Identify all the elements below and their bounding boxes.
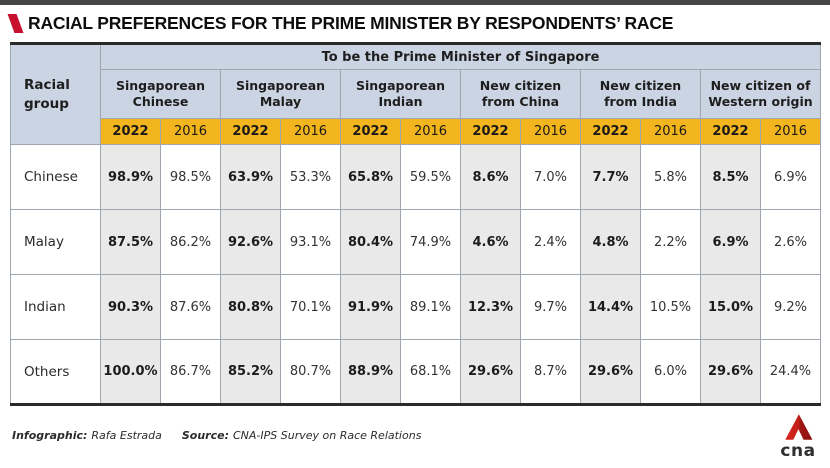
value-cell: 100.0% — [100, 339, 161, 405]
value-cell: 24.4% — [759, 339, 822, 405]
top-bar — [0, 0, 830, 5]
value-cell: 88.9% — [340, 339, 401, 405]
year-header-2022: 2022 — [580, 118, 641, 145]
year-header-2016: 2016 — [640, 118, 701, 145]
table-row: Indian 90.3% 87.6% 80.8% 70.1% 91.9% 89.1% 12.3… — [10, 274, 822, 340]
year-header-2016: 2016 — [160, 118, 221, 145]
value-cell: 59.5% — [400, 144, 461, 210]
value-cell: 80.4% — [340, 209, 401, 275]
value-cell: 68.1% — [400, 339, 461, 405]
value-cell: 90.3% — [100, 274, 161, 340]
year-header-2022: 2022 — [460, 118, 521, 145]
racial-group-label: Others — [10, 339, 101, 405]
column-group-header: Singaporean Indian — [340, 69, 461, 119]
value-cell: 4.6% — [460, 209, 521, 275]
page-title: RACIAL PREFERENCES FOR THE PRIME MINISTE… — [28, 12, 674, 33]
value-cell: 8.6% — [460, 144, 521, 210]
value-cell: 29.6% — [700, 339, 761, 405]
source-credit-value: CNA-IPS Survey on Race Relations — [233, 429, 422, 442]
value-cell: 53.3% — [280, 144, 341, 210]
value-cell: 7.7% — [580, 144, 641, 210]
table-header-row-groups: Singaporean Chinese Singaporean Malay Sing… — [11, 69, 822, 119]
value-cell: 63.9% — [220, 144, 281, 210]
value-cell: 98.9% — [100, 144, 161, 210]
red-slash-accent-icon — [7, 13, 24, 33]
table-row: Others 100.0% 86.7% 85.2% 80.7% 88.9% 68.1% 29.… — [10, 339, 822, 405]
infographic-credit-label: Infographic: — [12, 429, 88, 442]
value-cell: 70.1% — [280, 274, 341, 340]
racial-group-label: Indian — [10, 274, 101, 340]
title-row: RACIAL PREFERENCES FOR THE PRIME MINISTE… — [7, 9, 820, 37]
value-cell: 85.2% — [220, 339, 281, 405]
value-cell: 29.6% — [580, 339, 641, 405]
value-cell: 9.7% — [520, 274, 581, 340]
value-cell: 80.8% — [220, 274, 281, 340]
value-cell: 9.2% — [759, 274, 822, 340]
column-group-header: Singaporean Chinese — [100, 69, 221, 119]
value-cell: 87.6% — [160, 274, 221, 340]
year-header-2016: 2016 — [400, 118, 461, 145]
source-credit-label: Source: — [181, 429, 229, 442]
table-row: Chinese 98.9% 98.5% 63.9% 53.3% 65.8% 59.5% 8.6… — [10, 144, 822, 210]
value-cell: 8.7% — [520, 339, 581, 405]
table-header-row-years: 2022 2016 2022 2016 2022 2016 2022 2016 2022 2016… — [11, 118, 822, 145]
value-cell: 8.5% — [700, 144, 761, 210]
value-cell: 2.4% — [520, 209, 581, 275]
table-container: Racial group To be the Prime Minister of… — [10, 42, 822, 406]
value-cell: 29.6% — [460, 339, 521, 405]
value-cell: 15.0% — [700, 274, 761, 340]
value-cell: 92.6% — [220, 209, 281, 275]
year-header-2022: 2022 — [100, 118, 161, 145]
span-header: To be the Prime Minister of Singapore — [99, 43, 822, 70]
value-cell: 14.4% — [580, 274, 641, 340]
cna-logo-mark-icon — [785, 414, 813, 440]
year-header-2022: 2022 — [220, 118, 281, 145]
value-cell: 10.5% — [640, 274, 701, 340]
value-cell: 2.2% — [640, 209, 701, 275]
value-cell: 80.7% — [280, 339, 341, 405]
value-cell: 7.0% — [520, 144, 581, 210]
infographic-credit: Infographic: Rafa Estrada — [12, 429, 162, 442]
row-header-label: Racial group — [10, 43, 101, 145]
value-cell: 65.8% — [340, 144, 401, 210]
table-header-row-span: Racial group To be the Prime Minister of… — [10, 43, 822, 145]
year-header-2022: 2022 — [700, 118, 761, 145]
value-cell: 5.8% — [640, 144, 701, 210]
value-cell: 6.9% — [700, 209, 761, 275]
value-cell: 86.2% — [160, 209, 221, 275]
value-cell: 12.3% — [460, 274, 521, 340]
value-cell: 93.1% — [280, 209, 341, 275]
value-cell: 6.9% — [759, 144, 822, 210]
year-header-2016: 2016 — [520, 118, 581, 145]
column-group-header: New citizen from India — [580, 69, 701, 119]
value-cell: 86.7% — [160, 339, 221, 405]
column-group-header: New citizen of Western origin — [699, 69, 822, 119]
cna-logo: cna — [774, 412, 822, 462]
value-cell: 87.5% — [100, 209, 161, 275]
column-group-header: Singaporean Malay — [220, 69, 341, 119]
value-cell: 91.9% — [340, 274, 401, 340]
preference-table: Racial group To be the Prime Minister of… — [10, 42, 822, 406]
value-cell: 89.1% — [400, 274, 461, 340]
racial-group-label: Chinese — [10, 144, 101, 210]
table-row: Malay 87.5% 86.2% 92.6% 93.1% 80.4% 74.9% 4.6% 2… — [10, 209, 822, 275]
year-header-2022: 2022 — [340, 118, 401, 145]
year-header-2016: 2016 — [280, 118, 341, 145]
cna-logo-text: cna — [780, 441, 816, 461]
value-cell: 98.5% — [160, 144, 221, 210]
value-cell: 4.8% — [580, 209, 641, 275]
footer-credits: Infographic: Rafa Estrada Source: CNA-IP… — [12, 429, 421, 442]
value-cell: 6.0% — [640, 339, 701, 405]
racial-group-label: Malay — [10, 209, 101, 275]
source-credit: Source: CNA-IPS Survey on Race Relations — [182, 429, 422, 442]
year-header-2016: 2016 — [759, 118, 822, 145]
infographic-credit-value: Rafa Estrada — [91, 429, 162, 442]
value-cell: 2.6% — [759, 209, 822, 275]
value-cell: 74.9% — [400, 209, 461, 275]
column-group-header: New citizen from China — [460, 69, 581, 119]
